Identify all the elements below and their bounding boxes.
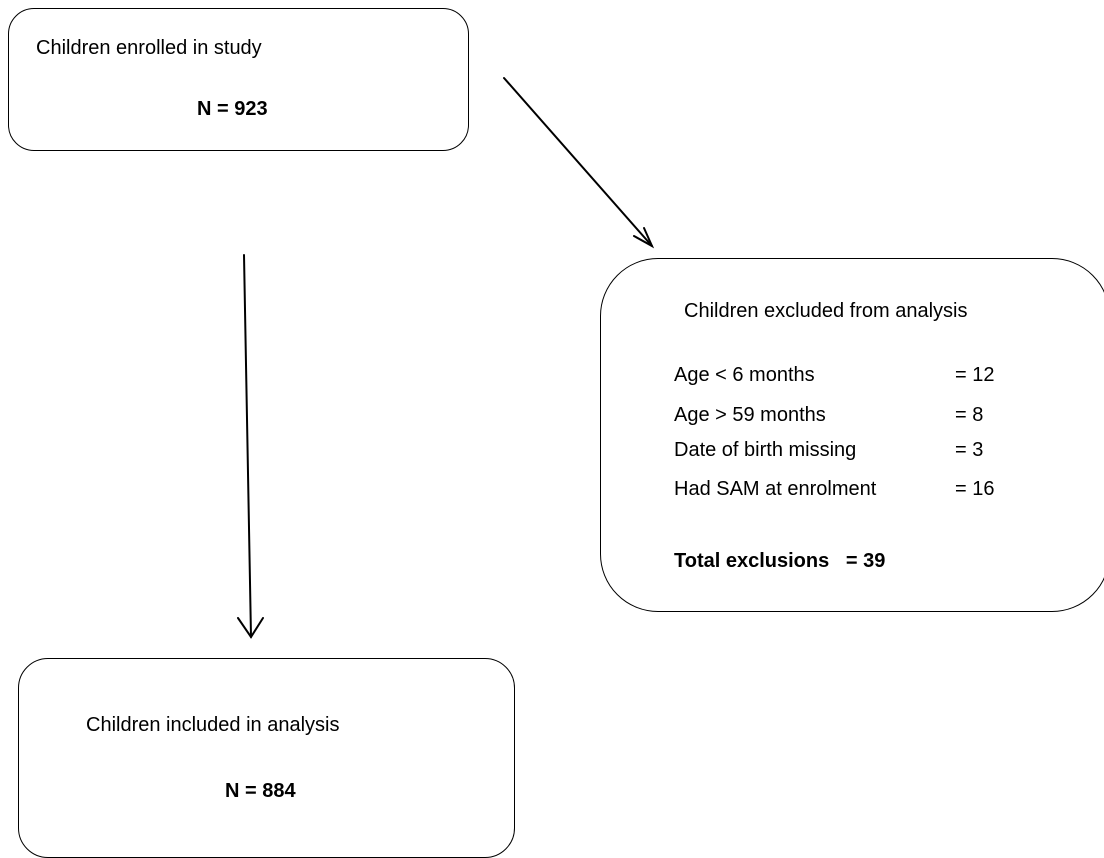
included-count: N = 884 [225, 780, 296, 802]
exclusion-label: Had SAM at enrolment [674, 478, 877, 500]
exclusion-value: = 16 [955, 478, 995, 500]
excluded-title: Children excluded from analysis [684, 300, 968, 322]
included-title: Children included in analysis [86, 714, 340, 736]
included-box [18, 658, 515, 858]
exclusion-value: = 3 [955, 439, 984, 461]
exclusion-label: Age > 59 months [674, 404, 826, 426]
arrow-to-included [237, 254, 264, 639]
exclusion-value: = 12 [955, 364, 995, 386]
exclusion-label: Date of birth missing [674, 439, 857, 461]
enrolled-title: Children enrolled in study [36, 37, 262, 59]
enrolled-count: N = 923 [197, 98, 268, 120]
exclusion-value: = 8 [955, 404, 984, 426]
arrow-to-excluded [503, 77, 655, 249]
total-exclusions: Total exclusions = 39 [674, 550, 886, 572]
excluded-box [600, 258, 1104, 612]
enrolled-box [8, 8, 469, 151]
exclusion-label: Age < 6 months [674, 364, 815, 386]
